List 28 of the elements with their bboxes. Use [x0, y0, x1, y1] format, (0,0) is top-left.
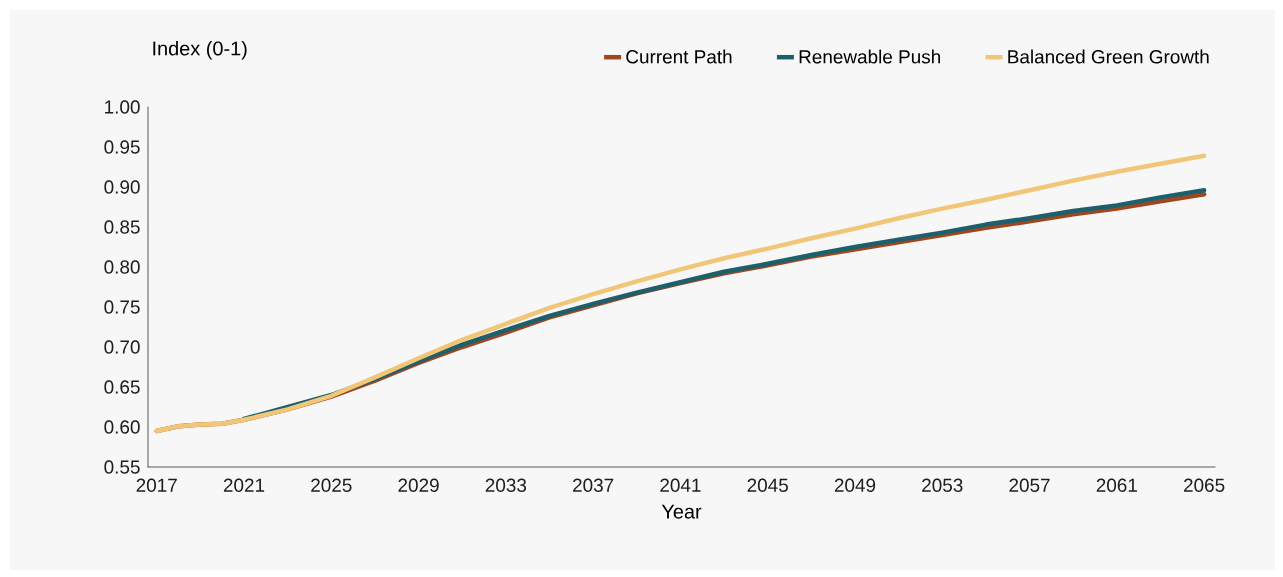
y-tick-label: 0.60	[104, 420, 140, 434]
x-tick-label: 2049	[834, 478, 876, 492]
x-tick-label: 2033	[485, 478, 527, 492]
x-tick-label: 2017	[136, 478, 177, 492]
y-tick-label: 0.95	[104, 140, 140, 154]
y-tick-label: 0.70	[104, 340, 140, 354]
legend-label: Renewable Push	[799, 49, 940, 64]
x-tick-label: 2021	[223, 478, 265, 492]
x-tick-label: 2057	[1009, 478, 1050, 492]
x-tick-label: 2041	[660, 478, 701, 492]
x-tick-label: 2029	[398, 478, 439, 492]
y-tick-label: 0.85	[104, 220, 140, 234]
legend-label: Current Path	[626, 49, 732, 64]
x-tick-label: 2053	[922, 478, 963, 492]
y-axis-title: Index (0-1)	[153, 40, 247, 60]
y-tick-label: 0.80	[104, 260, 140, 274]
y-tick-label: 1.00	[105, 100, 140, 114]
legend-label: Balanced Green Growth	[1008, 49, 1209, 64]
y-tick-label: 0.90	[104, 180, 140, 194]
x-tick-label: 2061	[1096, 478, 1137, 492]
x-axis-title: Year	[661, 504, 702, 519]
y-tick-label: 0.75	[104, 300, 140, 314]
x-tick-label: 2065	[1184, 478, 1225, 492]
x-tick-label: 2025	[311, 478, 352, 492]
x-tick-label: 2045	[747, 478, 788, 492]
y-tick-label: 0.55	[104, 460, 140, 474]
y-tick-label: 0.65	[104, 380, 140, 394]
x-tick-label: 2037	[573, 478, 614, 492]
